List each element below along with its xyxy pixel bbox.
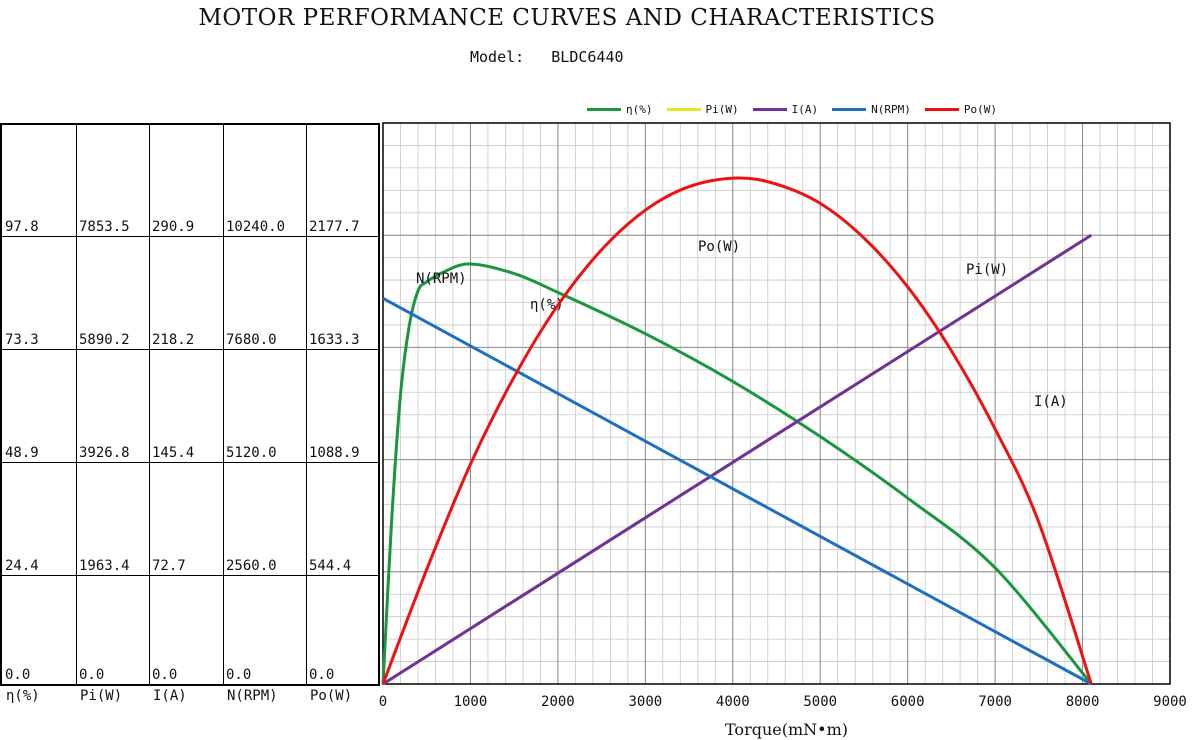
table-column-header: N(RPM) — [227, 688, 278, 704]
x-tick-label: 6000 — [891, 694, 925, 710]
table-value-cell: 145.4 — [152, 445, 195, 461]
plot-border — [382, 122, 1171, 685]
table-value-cell: 3926.8 — [79, 445, 130, 461]
legend-item-n: N(RPM) — [832, 101, 911, 117]
table-column-header: I(A) — [153, 688, 187, 704]
table-column-header: Pi(W) — [80, 688, 123, 704]
legend-swatch-po — [924, 107, 959, 111]
x-tick-label: 2000 — [541, 694, 575, 710]
series-line — [382, 296, 1093, 686]
x-tick-label: 4000 — [716, 694, 750, 710]
series-label: Pi(W) — [966, 262, 1008, 278]
legend-label-pi: Pi(W) — [705, 102, 739, 116]
series-label: I(A) — [1034, 394, 1068, 410]
table-column-divider — [76, 125, 77, 684]
table-value-cell: 2177.7 — [309, 219, 360, 235]
table-value-cell: 48.9 — [5, 445, 39, 461]
x-tick-label: 3000 — [628, 694, 662, 710]
series-line — [382, 233, 1093, 686]
table-row-divider — [2, 462, 378, 463]
x-axis-title: Torque(mN•m) — [725, 720, 848, 739]
table-value-cell: 0.0 — [226, 667, 252, 683]
table-value-cell: 72.7 — [152, 558, 186, 574]
value-scale-table: 97.8 7853.5 290.9 10240.0 2177.7 73.3 5890.2 21… — [0, 123, 380, 686]
series-label: Po(W) — [698, 239, 740, 255]
table-value-cell: 0.0 — [79, 667, 105, 683]
table-value-cell: 7853.5 — [79, 219, 130, 235]
table-column-header: Po(W) — [310, 688, 353, 704]
x-tick-label: 1000 — [454, 694, 488, 710]
table-value-cell: 218.2 — [152, 332, 195, 348]
table-column-divider — [149, 125, 150, 684]
table-value-cell: 0.0 — [309, 667, 335, 683]
legend-item-eta: η(%) — [587, 101, 653, 117]
table-value-cell: 2560.0 — [226, 558, 277, 574]
table-value-cell: 97.8 — [5, 219, 39, 235]
table-value-cell: 1088.9 — [309, 445, 360, 461]
series-label: N(RPM) — [416, 271, 467, 287]
series-line — [381, 262, 1093, 685]
table-column-divider — [306, 125, 307, 684]
legend: η(%) Pi(W) I(A) N(RPM) Po(W) — [587, 101, 997, 117]
table-value-cell: 7680.0 — [226, 332, 277, 348]
table-value-cell: 290.9 — [152, 219, 195, 235]
table-value-cell: 5890.2 — [79, 332, 130, 348]
series-line — [381, 176, 1093, 685]
table-column-header: η(%) — [6, 688, 40, 704]
legend-label-i: I(A) — [791, 102, 819, 116]
table-value-cell: 0.0 — [5, 667, 31, 683]
x-tick-label: 5000 — [803, 694, 837, 710]
table-value-cell: 0.0 — [152, 667, 178, 683]
table-column-divider — [223, 125, 224, 684]
legend-item-i: I(A) — [752, 101, 819, 117]
x-tick-label: 7000 — [978, 694, 1012, 710]
model-line: Model: BLDC6440 — [470, 48, 624, 66]
chart-title: MOTOR PERFORMANCE CURVES AND CHARACTERIS… — [198, 5, 936, 31]
legend-item-pi: Pi(W) — [666, 101, 739, 117]
legend-swatch-eta — [587, 107, 621, 111]
x-tick-label: 9000 — [1153, 694, 1187, 710]
legend-label-po: Po(W) — [963, 102, 997, 116]
table-value-cell: 1633.3 — [309, 332, 360, 348]
table-value-cell: 544.4 — [309, 558, 352, 574]
table-value-cell: 24.4 — [5, 558, 39, 574]
legend-label-eta: η(%) — [626, 102, 653, 116]
table-value-cell: 5120.0 — [226, 445, 277, 461]
table-value-cell: 10240.0 — [226, 219, 286, 235]
x-tick-label: 0 — [379, 694, 387, 710]
model-value: BLDC6440 — [551, 48, 624, 66]
x-tick-label: 8000 — [1066, 694, 1100, 710]
table-row-divider — [2, 349, 378, 350]
legend-swatch-n — [832, 107, 867, 111]
table-value-cell: 73.3 — [5, 332, 39, 348]
model-label: Model: — [470, 48, 525, 66]
legend-swatch-i — [752, 107, 787, 111]
table-row-divider — [2, 575, 378, 576]
legend-swatch-pi — [666, 107, 701, 111]
table-row-divider — [2, 236, 378, 237]
table-value-cell: 1963.4 — [79, 558, 130, 574]
legend-label-n: N(RPM) — [871, 102, 911, 116]
legend-item-po: Po(W) — [924, 101, 997, 117]
